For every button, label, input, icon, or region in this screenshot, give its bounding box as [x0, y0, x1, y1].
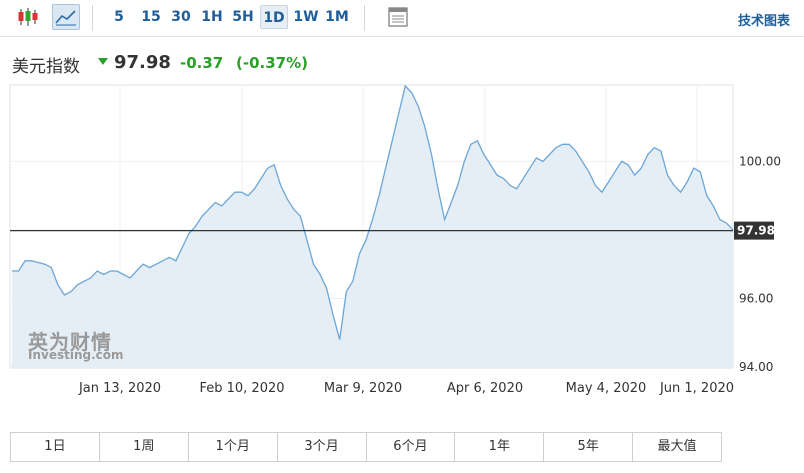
x-tick-label: Jun 1, 2020 — [659, 381, 734, 396]
period-1d[interactable]: 1日 — [11, 433, 100, 461]
data-table-icon[interactable] — [384, 4, 412, 30]
chart-toolbar: 5 15 30 1H 5H 1D 1W 1M 技术图表 — [0, 0, 804, 37]
x-tick-label: Mar 9, 2020 — [324, 381, 402, 396]
timeframe-1w[interactable]: 1W — [293, 9, 319, 25]
price-area-fill — [12, 86, 733, 368]
period-selector: 1日 1周 1个月 3个月 6个月 1年 5年 最大值 — [10, 432, 722, 462]
current-price-badge — [734, 221, 774, 240]
current-price-label: 97.98 — [737, 224, 775, 238]
price-line — [12, 84, 734, 340]
timeframe-1h[interactable]: 1H — [201, 9, 223, 25]
period-3m[interactable]: 3个月 — [278, 433, 367, 461]
y-tick-label: 94.00 — [739, 360, 773, 374]
timeframe-1d[interactable]: 1D — [260, 5, 288, 29]
period-1y[interactable]: 1年 — [455, 433, 545, 461]
watermark-cn: 英为财情 — [28, 330, 112, 354]
timeframe-30[interactable]: 30 — [171, 9, 191, 25]
x-tick-label: Feb 10, 2020 — [199, 381, 284, 396]
price-change: -0.37 — [180, 54, 224, 72]
y-tick-label: 96.00 — [739, 291, 773, 305]
last-price: 97.98 — [114, 52, 171, 73]
instrument-name: 美元指数 — [12, 57, 80, 77]
toolbar-separator — [364, 5, 365, 31]
x-tick-label: May 4, 2020 — [566, 381, 647, 396]
period-1w[interactable]: 1周 — [100, 433, 189, 461]
x-tick-label: Apr 6, 2020 — [447, 381, 523, 396]
timeframe-5[interactable]: 5 — [114, 9, 124, 25]
period-max[interactable]: 最大值 — [657, 439, 697, 454]
period-1m[interactable]: 1个月 — [189, 433, 278, 461]
candlestick-chart-icon[interactable] — [14, 4, 42, 30]
investing-watermark: 英为财情 Investing.com — [28, 326, 168, 366]
timeframe-1m[interactable]: 1M — [325, 9, 349, 25]
watermark-en: Investing.com — [28, 348, 124, 362]
price-change-percent: (-0.37%) — [236, 54, 308, 72]
toolbar-separator — [92, 5, 93, 31]
period-6m[interactable]: 6个月 — [367, 433, 456, 461]
technical-chart-link[interactable]: 技术图表 — [737, 14, 790, 29]
line-chart-icon[interactable] — [52, 4, 80, 30]
y-tick-label: 100.00 — [739, 154, 781, 168]
down-arrow-icon — [98, 51, 108, 70]
period-5y[interactable]: 5年 — [544, 433, 634, 461]
timeframe-15[interactable]: 15 — [141, 9, 161, 25]
timeframe-5h[interactable]: 5H — [232, 9, 254, 25]
x-tick-label: Jan 13, 2020 — [78, 381, 161, 396]
